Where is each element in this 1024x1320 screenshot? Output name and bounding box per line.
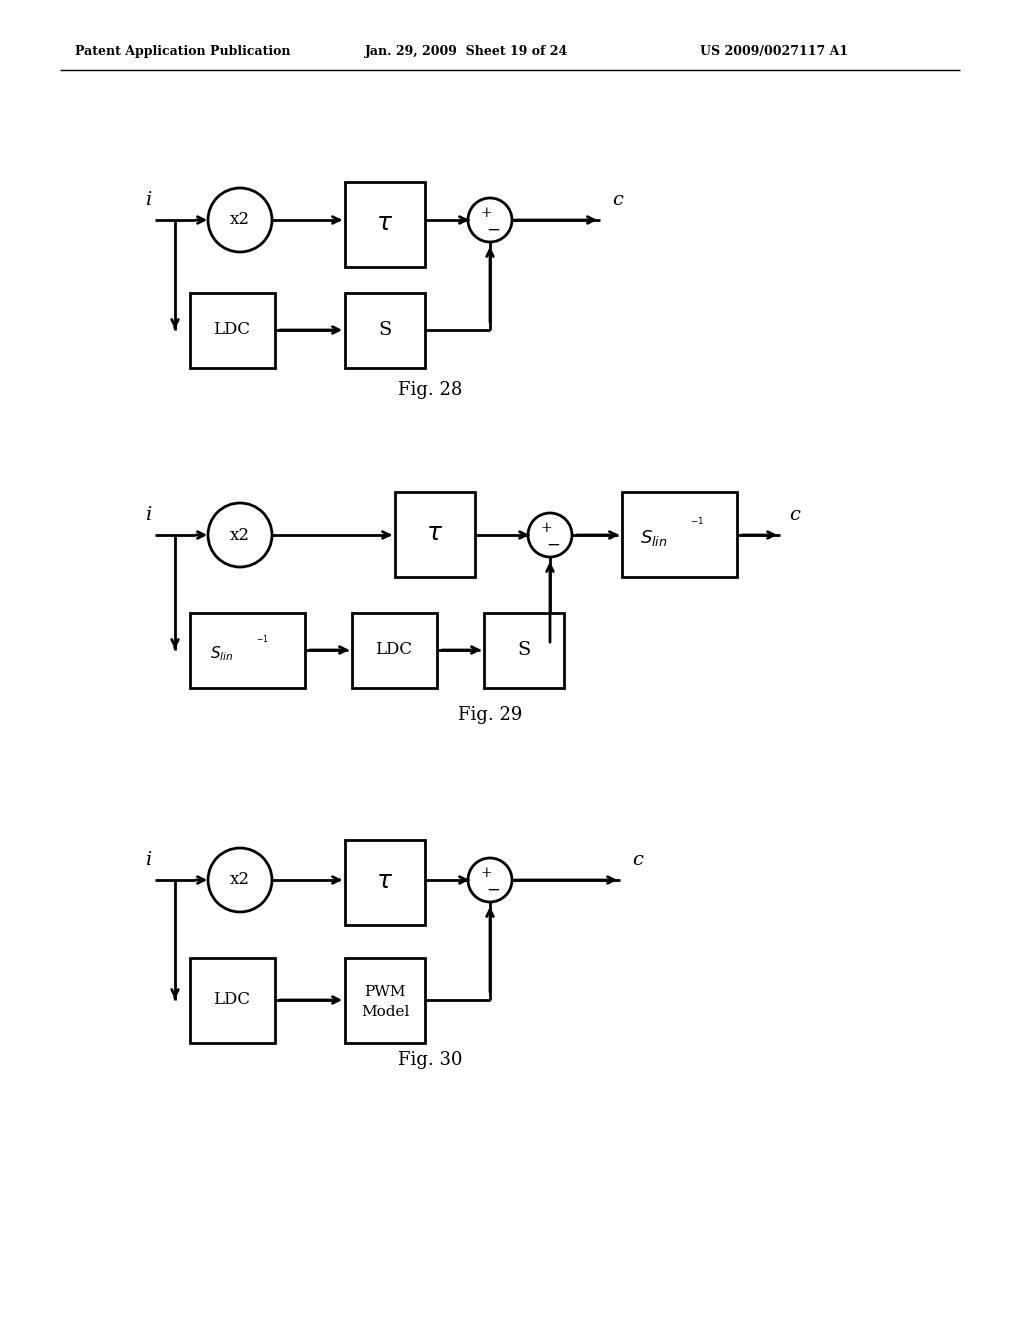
Text: +: +: [480, 206, 492, 220]
Text: $^{-1}$: $^{-1}$: [690, 517, 705, 531]
Circle shape: [208, 187, 272, 252]
Text: PWM: PWM: [365, 985, 406, 999]
Text: Jan. 29, 2009  Sheet 19 of 24: Jan. 29, 2009 Sheet 19 of 24: [365, 45, 568, 58]
Text: S: S: [517, 642, 530, 659]
Bar: [190, 958, 275, 1043]
Text: c: c: [612, 191, 624, 209]
Text: i: i: [144, 191, 152, 209]
Text: $\tau$: $\tau$: [426, 523, 443, 545]
Text: Fig. 29: Fig. 29: [458, 706, 522, 723]
Text: LDC: LDC: [376, 642, 413, 659]
Text: −: −: [486, 222, 500, 239]
Bar: [345, 182, 425, 267]
Text: $S_{lin}$: $S_{lin}$: [210, 644, 233, 664]
Bar: [345, 293, 425, 368]
Text: Fig. 30: Fig. 30: [397, 1051, 462, 1069]
Text: i: i: [144, 506, 152, 524]
Text: c: c: [633, 851, 643, 869]
Text: S: S: [379, 321, 391, 339]
Bar: [345, 840, 425, 925]
Text: US 2009/0027117 A1: US 2009/0027117 A1: [700, 45, 848, 58]
Text: −: −: [546, 536, 560, 553]
Text: x2: x2: [230, 211, 250, 228]
Text: Model: Model: [360, 1005, 410, 1019]
Text: x2: x2: [230, 527, 250, 544]
Text: $S_{lin}$: $S_{lin}$: [640, 528, 668, 548]
Text: c: c: [790, 506, 801, 524]
Text: $^{-1}$: $^{-1}$: [256, 635, 268, 645]
Bar: [484, 612, 564, 688]
Bar: [190, 612, 305, 688]
Bar: [190, 293, 275, 368]
Text: x2: x2: [230, 871, 250, 888]
Text: Patent Application Publication: Patent Application Publication: [75, 45, 291, 58]
Bar: [395, 492, 475, 577]
Text: $\tau$: $\tau$: [377, 213, 393, 235]
Circle shape: [468, 198, 512, 242]
Text: −: −: [486, 882, 500, 899]
Text: Fig. 28: Fig. 28: [397, 381, 462, 399]
Text: $\tau$: $\tau$: [377, 870, 393, 894]
Text: +: +: [480, 866, 492, 880]
Text: LDC: LDC: [213, 322, 251, 338]
Circle shape: [208, 847, 272, 912]
Bar: [352, 612, 437, 688]
Text: +: +: [541, 521, 552, 535]
Bar: [622, 492, 737, 577]
Circle shape: [208, 503, 272, 568]
Text: i: i: [144, 851, 152, 869]
Circle shape: [528, 513, 572, 557]
Text: LDC: LDC: [213, 991, 251, 1008]
Circle shape: [468, 858, 512, 902]
Bar: [345, 958, 425, 1043]
